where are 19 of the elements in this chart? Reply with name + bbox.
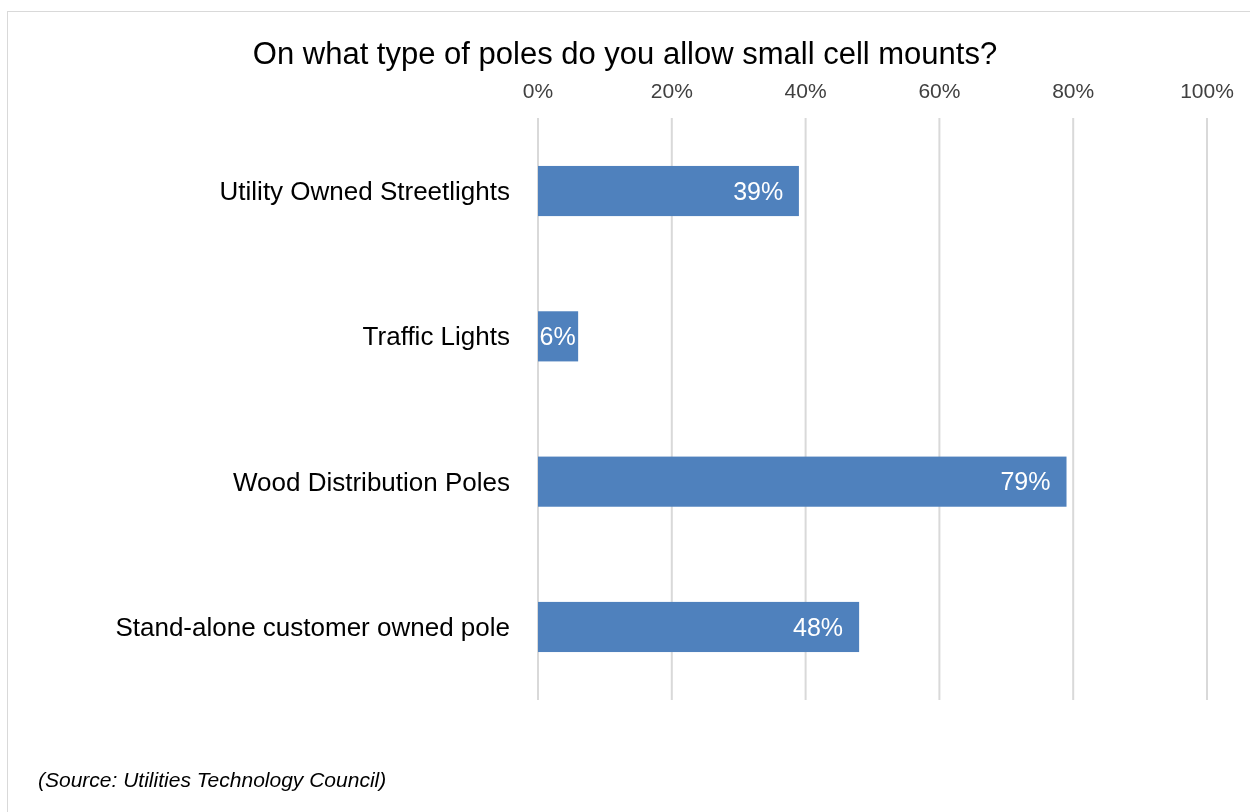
- data-label: 79%: [1000, 467, 1051, 496]
- x-tick-label: 0%: [522, 79, 554, 102]
- y-tick-label: Utility Owned Streetlights: [219, 176, 510, 207]
- data-label: 6%: [539, 322, 576, 351]
- text: (Source: Utilities Technology Council): [38, 768, 387, 791]
- x-tick-label: 100%: [1180, 79, 1234, 102]
- x-tick-label: 20%: [650, 79, 693, 102]
- x-tick-label: 80%: [1052, 79, 1095, 102]
- data-label: 39%: [733, 176, 784, 205]
- y-tick-label: Wood Distribution Poles: [233, 466, 510, 497]
- bar: [538, 456, 1067, 507]
- y-tick-label: Traffic Lights: [362, 321, 510, 352]
- bar: [538, 601, 860, 653]
- chart-title: On what type of poles do you allow small cell mounts?: [252, 36, 998, 71]
- data-label: 48%: [793, 612, 844, 641]
- x-tick-label: 60%: [918, 79, 961, 102]
- y-tick-label: Stand-alone customer owned pole: [115, 612, 510, 643]
- x-tick-label: 40%: [784, 79, 827, 102]
- bar: [538, 165, 799, 217]
